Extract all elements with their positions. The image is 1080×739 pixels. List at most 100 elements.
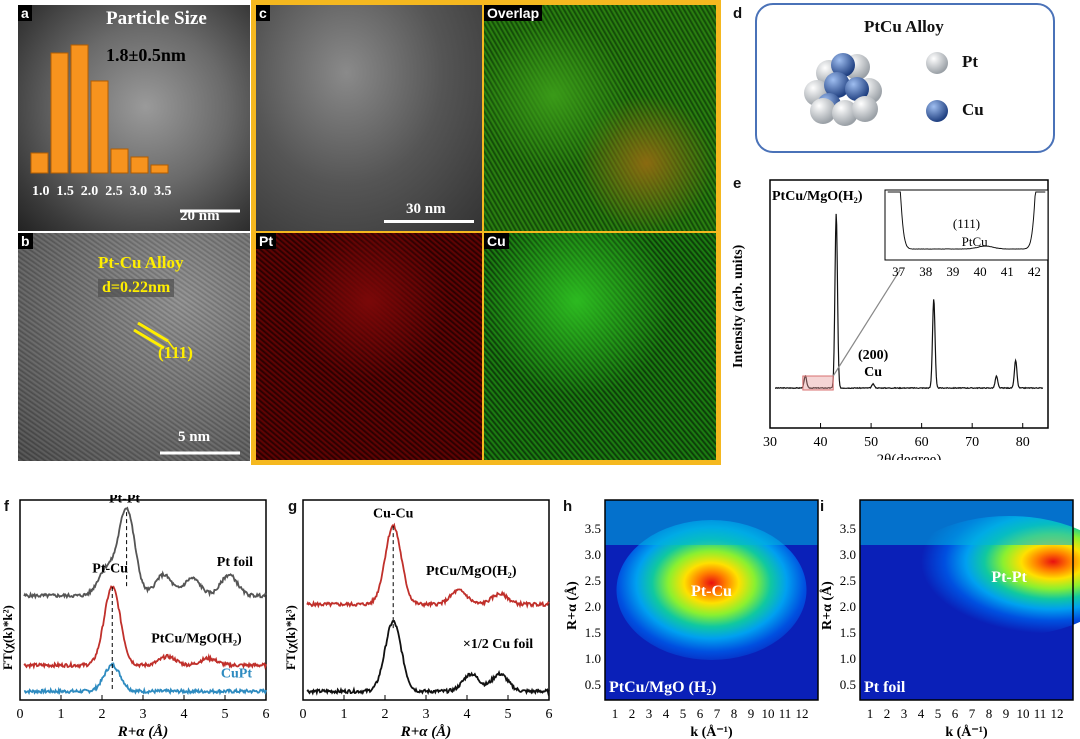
panel-letter-i: i (820, 498, 825, 515)
ft-series-line (23, 661, 267, 696)
xrd-inset-tick: 41 (1001, 264, 1014, 279)
xrd-inset-line (887, 191, 1046, 250)
panel-c-frame: c 30 nm Overlap Pt Cu (251, 0, 721, 465)
wavelet-transform-ptcu: 0.51.01.52.02.53.03.51 2 3 4 5 6 7 8 9 10 11 12k (Å… (564, 499, 819, 739)
panel-letter-f: f (4, 498, 9, 515)
wt-x-label: k (Å⁻¹) (690, 724, 733, 739)
ft-x-tick: 1 (58, 707, 65, 722)
panel-letter-a: a (18, 5, 32, 21)
ft-x-tick: 2 (382, 707, 389, 722)
wt-x-tick: 6 (697, 706, 704, 721)
ft-series-line (306, 619, 550, 697)
legend-pt: Pt (962, 52, 979, 71)
wt-peak-label: Pt-Cu (691, 583, 732, 600)
cu-cu-label: Cu-Cu (373, 506, 414, 521)
cu-map: Cu (484, 233, 716, 460)
wt-y-tick: 3.5 (840, 521, 856, 536)
wt-x-label: k (Å⁻¹) (945, 724, 988, 739)
wt-x-tick: 6 (952, 706, 959, 721)
scale-label-a: 20 nm (180, 208, 220, 224)
wt-y-tick: 1.0 (840, 651, 856, 666)
ft-x-tick: 6 (263, 707, 270, 722)
pt-atom-icon (926, 52, 948, 74)
wt-x-tick: 4 (918, 706, 925, 721)
wt-x-tick: 7 (969, 706, 976, 721)
panel-a-histogram: 1.0 1.5 2.0 2.5 3.0 3.5 (30, 44, 240, 213)
ft-y-label: FT(χ(k)*k³) (283, 605, 298, 670)
wt-y-tick: 3.0 (585, 547, 601, 562)
wt-y-label: R+α (Å) (564, 581, 580, 630)
xrd-chart: 30 40 50 60 70 80 PtCu/MgO(H₂) (200) Cu Intensity… (731, 179, 1049, 460)
alloy-label: Pt-Cu Alloy (98, 253, 184, 272)
wt-x-tick: 9 (1003, 706, 1010, 721)
histogram-bar (110, 148, 129, 174)
xrd-inset-label: (111) (953, 216, 980, 231)
xrd-x-tick: 70 (965, 435, 979, 450)
wt-x-tick: 12 (796, 706, 809, 721)
xrd-inset-tick: 40 (974, 264, 987, 279)
ft-exafs-cu-chart: 0 1 2 3 4 5 6 R+α (Å) FT(χ(k)*k³) Cu-Cu PtCu/MgO(H… (283, 499, 553, 739)
wt-x-tick: 2 (884, 706, 891, 721)
ft-x-tick: 3 (423, 707, 430, 722)
wt-x-tick: 2 (629, 706, 636, 721)
wt-axes (604, 499, 819, 701)
zoom-region (802, 375, 834, 391)
ft-x-tick: 0 (17, 707, 24, 722)
series-label-ptcu: PtCu/MgO(H₂) (151, 632, 242, 647)
ft-x-tick: 3 (140, 707, 147, 722)
alloy-schematic-title: PtCu Alloy (864, 17, 944, 36)
histogram-bar (50, 52, 69, 174)
wt-y-tick: 1.5 (585, 625, 601, 640)
histogram-bar (150, 164, 169, 174)
wt-y-tick: 3.5 (585, 521, 601, 536)
pt-pt-label: Pt-Pt (109, 495, 140, 507)
wt-x-tick: 11 (779, 706, 792, 721)
histogram-bar (130, 156, 149, 174)
histogram-bar (70, 44, 89, 174)
xrd-x-label: 2θ(degree) (877, 452, 942, 460)
wt-x-tick: 1 (612, 706, 619, 721)
xrd-x-tick: 60 (915, 435, 929, 450)
wt-peak-label: Pt-Pt (991, 569, 1027, 586)
particle-size-title: Particle Size (106, 8, 207, 29)
wt-upper-band (605, 500, 818, 545)
series-label-cu-foil: ×1/2 Cu foil (463, 637, 533, 652)
ft-x-tick: 5 (505, 707, 512, 722)
scale-bar-c (384, 220, 474, 223)
wt-x-tick: 8 (986, 706, 993, 721)
wt-x-tick: 10 (762, 706, 775, 721)
ft-x-tick: 4 (464, 707, 471, 722)
d-spacing-label: d=0.22nm (98, 279, 175, 297)
xrd-pattern-line (774, 213, 1044, 390)
xrd-inset-tick: 42 (1028, 264, 1041, 279)
wt-y-tick: 3.0 (840, 547, 856, 562)
wt-x-tick: 10 (1017, 706, 1030, 721)
histogram-tick: 3.0 (130, 184, 148, 199)
xrd-series-label: PtCu/MgO(H₂) (772, 189, 863, 204)
xrd-x-tick: 40 (814, 435, 828, 450)
alloy-cluster-icon (804, 52, 948, 126)
series-label-ptcu-g: PtCu/MgO(H₂) (426, 564, 517, 579)
wt-y-tick: 0.5 (585, 677, 601, 692)
xrd-inset-tick: 37 (892, 264, 906, 279)
haadf-image-c: c 30 nm (256, 5, 482, 231)
wt-x-tick: 5 (935, 706, 942, 721)
wt-upper-band (860, 500, 1073, 545)
ft-x-tick: 1 (341, 707, 348, 722)
ft-x-tick: 0 (300, 707, 307, 722)
panel-letter-e: e (733, 175, 742, 192)
cu-map-label: Cu (484, 233, 509, 249)
wt-x-tick: 12 (1051, 706, 1064, 721)
wt-y-tick: 2.0 (585, 599, 601, 614)
cu200-label: (200) (858, 348, 889, 363)
alloy-schematic: PtCu Alloy Pt Cu (755, 3, 1055, 153)
ft-x-tick: 5 (222, 707, 229, 722)
xrd-inset-tick: 39 (946, 264, 959, 279)
wt-sample-label: PtCu/MgO (H₂) (609, 679, 716, 696)
panel-letter-h: h (563, 498, 573, 515)
wt-hotspot (616, 520, 807, 660)
wt-y-tick: 1.0 (585, 651, 601, 666)
ft-x-tick: 4 (181, 707, 188, 722)
wt-x-tick: 1 (867, 706, 874, 721)
xrd-axes (769, 179, 1049, 429)
